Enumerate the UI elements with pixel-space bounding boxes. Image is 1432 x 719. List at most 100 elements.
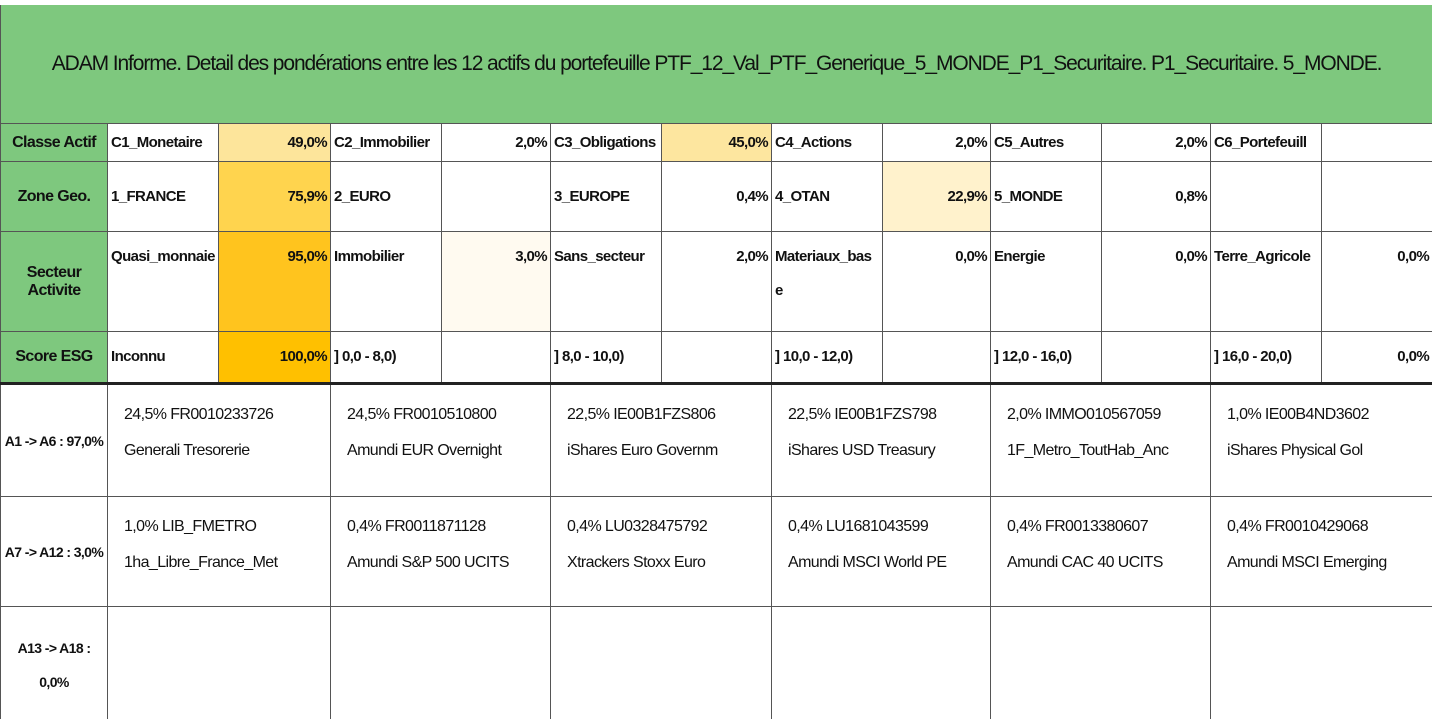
item-name: Materiaux_base — [771, 231, 883, 332]
asset-cell: 0,4% LU1681043599 Amundi MSCI World PE — [771, 496, 991, 607]
item-weight: 95,0% — [218, 231, 331, 332]
asset-cell: 22,5% IE00B1FZS806 iShares Euro Governm — [550, 383, 772, 497]
item-name: 2_EURO — [330, 161, 442, 232]
asset-id: 1,0% LIB_FMETRO — [124, 518, 257, 535]
item-name: C6_Portefeuill — [1210, 123, 1322, 162]
asset-cell — [550, 606, 772, 719]
row-label: Zone Geo. — [0, 161, 108, 232]
asset-cell: 24,5% FR0010233726 Generali Tresorerie — [107, 383, 331, 497]
asset-id: 22,5% IE00B1FZS806 — [567, 406, 716, 423]
asset-cell — [330, 606, 551, 719]
item-weight: 0,0% — [1320, 231, 1432, 332]
asset-name: iShares Euro Governm — [567, 442, 718, 459]
item-name: C4_Actions — [771, 123, 883, 162]
asset-cell: 2,0% IMMO010567059 1F_Metro_ToutHab_Anc — [990, 383, 1211, 497]
weights-row: Classe Actif C1_Monetaire 49,0% C2_Immobili… — [0, 123, 1432, 162]
title: ADAM Informe. Detail des pondérations en… — [0, 0, 1432, 124]
item-weight: 2,0% — [1101, 123, 1211, 162]
weights-row: Zone Geo. 1_FRANCE 75,9% 2_EURO 3_EUROPE 0,4%… — [0, 161, 1432, 232]
item-weight: 49,0% — [218, 123, 331, 162]
asset-cell — [990, 606, 1211, 719]
item-weight — [1101, 331, 1211, 385]
item-name: 4_OTAN — [771, 161, 883, 232]
asset-cell: 0,4% FR0013380607 Amundi CAC 40 UCITS — [990, 496, 1211, 607]
item-name: C5_Autres — [990, 123, 1102, 162]
asset-cell: 0,4% LU0328475792 Xtrackers Stoxx Euro — [550, 496, 772, 607]
item-weight: 0,0% — [1320, 331, 1432, 385]
asset-cell: 0,4% FR0010429068 Amundi MSCI Emerging — [1209, 496, 1432, 607]
item-weight: 0,4% — [661, 161, 772, 232]
asset-cell — [771, 606, 991, 719]
asset-cell: 1,0% LIB_FMETRO 1ha_Libre_France_Met — [107, 496, 331, 607]
item-name: ] 10,0 - 12,0) — [771, 331, 883, 385]
item-weight: 3,0% — [441, 231, 551, 332]
item-weight: 2,0% — [661, 231, 772, 332]
asset-id: 24,5% FR0010233726 — [124, 406, 274, 423]
item-weight — [441, 331, 551, 385]
asset-cell — [107, 606, 331, 719]
asset-name: 1ha_Libre_France_Met — [124, 554, 278, 571]
weights-row: Secteur Activite Quasi_monnaie 95,0% Immobi… — [0, 231, 1432, 332]
item-name: C2_Immobilier — [330, 123, 442, 162]
item-weight: 2,0% — [441, 123, 551, 162]
asset-id: 0,4% LU0328475792 — [567, 518, 708, 535]
item-name: 5_MONDE — [990, 161, 1102, 232]
asset-cell: 1,0% IE00B4ND3602 iShares Physical Gol — [1209, 383, 1432, 497]
row-label: Secteur Activite — [0, 231, 108, 332]
asset-id: 0,4% FR0011871128 — [347, 518, 486, 535]
asset-name: iShares USD Treasury — [788, 442, 936, 459]
item-name: Immobilier — [330, 231, 442, 332]
item-name: Sans_secteur — [550, 231, 662, 332]
item-name: ] 12,0 - 16,0) — [990, 331, 1102, 385]
item-name: 3_EUROPE — [550, 161, 662, 232]
asset-name: Amundi S&P 500 UCITS — [347, 554, 510, 571]
item-weight — [441, 161, 551, 232]
item-weight: 0,8% — [1101, 161, 1211, 232]
row-label: A7 -> A12 : 3,0% — [0, 496, 108, 607]
asset-cell: 22,5% IE00B1FZS798 iShares USD Treasury — [771, 383, 991, 497]
asset-id: 0,4% FR0010429068 — [1227, 518, 1369, 535]
asset-id: 24,5% FR0010510800 — [347, 406, 497, 423]
item-weight — [882, 331, 991, 385]
row-label: Classe Actif — [0, 123, 108, 162]
item-name: 1_FRANCE — [107, 161, 219, 232]
row-label: A1 -> A6 : 97,0% — [0, 383, 108, 497]
asset-cell: 24,5% FR0010510800 Amundi EUR Overnight — [330, 383, 551, 497]
item-weight: 22,9% — [882, 161, 991, 232]
assets-row: A1 -> A6 : 97,0% 24,5% FR0010233726 Genera… — [0, 383, 1432, 497]
item-name: ] 0,0 - 8,0) — [330, 331, 442, 385]
asset-name: Amundi CAC 40 UCITS — [1007, 554, 1163, 571]
asset-id: 0,4% LU1681043599 — [788, 518, 929, 535]
item-weight: 75,9% — [218, 161, 331, 232]
item-name: Quasi_monnaie — [107, 231, 219, 332]
asset-name: Amundi MSCI Emerging — [1227, 554, 1387, 571]
item-weight: 0,0% — [882, 231, 991, 332]
item-weight — [661, 331, 772, 385]
item-name: Terre_Agricole — [1210, 231, 1322, 332]
asset-cell: 0,4% FR0011871128 Amundi S&P 500 UCITS — [330, 496, 551, 607]
item-name: C3_Obligations — [550, 123, 662, 162]
assets-row: A7 -> A12 : 3,0% 1,0% LIB_FMETRO 1ha_Libre… — [0, 496, 1432, 607]
asset-name: 1F_Metro_ToutHab_Anc — [1007, 442, 1169, 459]
asset-cell — [1209, 606, 1432, 719]
asset-name: iShares Physical Gol — [1227, 442, 1363, 459]
asset-name: Generali Tresorerie — [124, 442, 250, 459]
title-row: ADAM Informe. Detail des pondérations en… — [0, 0, 1432, 124]
item-weight: 0,0% — [1101, 231, 1211, 332]
item-name: ] 16,0 - 20,0) — [1210, 331, 1322, 385]
asset-name: Amundi EUR Overnight — [347, 442, 502, 459]
row-label: Score ESG — [0, 331, 108, 385]
item-weight: 45,0% — [661, 123, 772, 162]
asset-id: 22,5% IE00B1FZS798 — [788, 406, 937, 423]
weights-row: Score ESG Inconnu 100,0%] 0,0 - 8,0)] 8,0 … — [0, 331, 1432, 385]
assets-row: A13 -> A18 : 0,0% — [0, 606, 1432, 719]
item-name — [1210, 161, 1322, 232]
item-weight — [1320, 161, 1432, 232]
item-name: C1_Monetaire — [107, 123, 219, 162]
row-label: A13 -> A18 : 0,0% — [0, 606, 108, 719]
asset-id: 0,4% FR0013380607 — [1007, 518, 1149, 535]
item-weight: 2,0% — [882, 123, 991, 162]
